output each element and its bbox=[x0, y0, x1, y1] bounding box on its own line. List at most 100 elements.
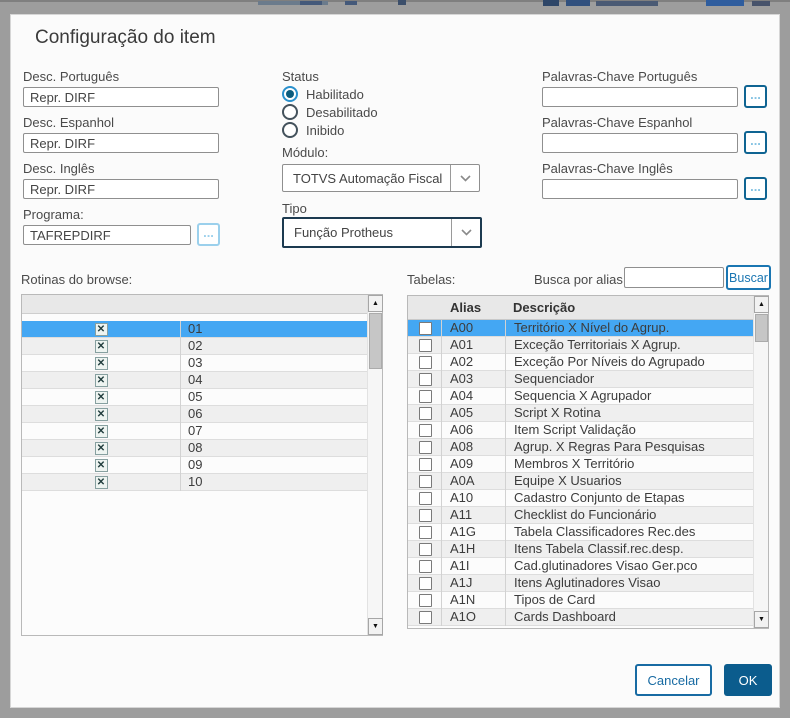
desc-portugues-input[interactable] bbox=[23, 87, 219, 107]
rotinas-grid-body: ✕ 01 ✕ 02 ✕ 03 ✕ 04 ✕ 05 ✕ 06 ✕ 07 ✕ 08 ✕ 09 ✕ 10 bbox=[22, 295, 367, 635]
table-row[interactable]: A11 Checklist do Funcionário bbox=[408, 506, 753, 524]
row-checkbox[interactable] bbox=[419, 423, 432, 437]
desc-espanhol-input[interactable] bbox=[23, 133, 219, 153]
row-checkbox[interactable] bbox=[419, 508, 432, 522]
row-checkbox[interactable] bbox=[419, 321, 432, 335]
rotina-row[interactable]: ✕ 06 bbox=[22, 405, 367, 423]
row-checkbox[interactable] bbox=[419, 372, 432, 386]
checked-x-icon[interactable]: ✕ bbox=[94, 339, 108, 353]
row-checkbox[interactable] bbox=[419, 355, 432, 369]
programa-input[interactable] bbox=[23, 225, 191, 245]
scroll-down-icon[interactable]: ▼ bbox=[754, 611, 769, 628]
config-item-dialog: Configuração do item Desc. Português Des… bbox=[10, 14, 780, 708]
radio-on-icon[interactable] bbox=[282, 86, 298, 102]
table-row[interactable]: A1J Itens Aglutinadores Visao bbox=[408, 574, 753, 592]
ok-button[interactable]: OK bbox=[724, 664, 772, 696]
tabelas-grid-body: Alias Descrição A00 Território X Nível do… bbox=[408, 296, 753, 628]
palavras-espanhol-input[interactable] bbox=[542, 133, 738, 153]
checked-x-icon[interactable]: ✕ bbox=[94, 424, 108, 438]
checked-x-icon-cell: ✕ bbox=[22, 356, 180, 370]
table-row[interactable]: A05 Script X Rotina bbox=[408, 404, 753, 422]
table-row[interactable]: A00 Território X Nível do Agrup. bbox=[408, 319, 753, 337]
row-checkbox[interactable] bbox=[419, 576, 432, 590]
palavras-portugues-browse-button[interactable]: ... bbox=[744, 85, 767, 108]
descricao-cell: Tabela Classificadores Rec.des bbox=[505, 523, 753, 541]
radio-off-icon[interactable] bbox=[282, 122, 298, 138]
palavras-ingles-browse-button[interactable]: ... bbox=[744, 177, 767, 200]
modulo-select[interactable]: TOTVS Automação Fiscal bbox=[282, 164, 480, 192]
radio-habilitado[interactable]: Habilitado bbox=[282, 86, 364, 102]
row-checkbox[interactable] bbox=[419, 474, 432, 488]
rotinas-scrollbar[interactable]: ▲ ▼ bbox=[367, 295, 383, 635]
rotina-cell: 06 bbox=[180, 405, 367, 423]
table-row[interactable]: A1I Cad.glutinadores Visao Ger.pco bbox=[408, 557, 753, 575]
table-row[interactable]: A01 Exceção Territoriais X Agrup. bbox=[408, 336, 753, 354]
radio-inibido[interactable]: Inibido bbox=[282, 122, 344, 138]
checked-x-icon[interactable]: ✕ bbox=[94, 441, 108, 455]
palavras-portugues-input[interactable] bbox=[542, 87, 738, 107]
checked-x-icon[interactable]: ✕ bbox=[94, 356, 108, 370]
rotina-row[interactable]: ✕ 05 bbox=[22, 388, 367, 406]
table-row[interactable]: A1O Cards Dashboard bbox=[408, 608, 753, 626]
table-row[interactable]: A04 Sequencia X Agrupador bbox=[408, 387, 753, 405]
app-background-fragment bbox=[706, 0, 744, 6]
row-checkbox[interactable] bbox=[419, 406, 432, 420]
row-checkbox[interactable] bbox=[419, 542, 432, 556]
rotina-row[interactable]: ✕ 02 bbox=[22, 337, 367, 355]
row-checkbox[interactable] bbox=[419, 593, 432, 607]
checked-x-icon[interactable]: ✕ bbox=[94, 322, 108, 336]
palavras-espanhol-browse-button[interactable]: ... bbox=[744, 131, 767, 154]
scroll-down-icon[interactable]: ▼ bbox=[368, 618, 383, 635]
busca-alias-input[interactable] bbox=[624, 267, 724, 288]
table-row[interactable]: A1H Itens Tabela Classif.rec.desp. bbox=[408, 540, 753, 558]
table-row[interactable]: A08 Agrup. X Regras Para Pesquisas bbox=[408, 438, 753, 456]
alias-cell: A1O bbox=[441, 608, 505, 626]
row-checkbox[interactable] bbox=[419, 491, 432, 505]
table-row[interactable]: A02 Exceção Por Níveis do Agrupado bbox=[408, 353, 753, 371]
checked-x-icon[interactable]: ✕ bbox=[94, 475, 108, 489]
checked-x-icon[interactable]: ✕ bbox=[94, 390, 108, 404]
table-row[interactable]: A1G Tabela Classificadores Rec.des bbox=[408, 523, 753, 541]
row-checkbox[interactable] bbox=[419, 525, 432, 539]
rotina-row[interactable]: ✕ 08 bbox=[22, 439, 367, 457]
rotina-cell: 02 bbox=[180, 337, 367, 355]
status-label: Status bbox=[282, 69, 319, 84]
row-checkbox[interactable] bbox=[419, 610, 432, 624]
dialog-title: Configuração do item bbox=[35, 27, 216, 48]
tabelas-scrollbar-thumb[interactable] bbox=[755, 314, 768, 342]
rotina-row[interactable]: ✕ 09 bbox=[22, 456, 367, 474]
cancel-button[interactable]: Cancelar bbox=[635, 664, 712, 696]
table-row[interactable]: A10 Cadastro Conjunto de Etapas bbox=[408, 489, 753, 507]
row-checkbox[interactable] bbox=[419, 389, 432, 403]
table-row[interactable]: A09 Membros X Território bbox=[408, 455, 753, 473]
table-row[interactable]: A03 Sequenciador bbox=[408, 370, 753, 388]
row-checkbox[interactable] bbox=[419, 338, 432, 352]
rotina-row[interactable]: ✕ 04 bbox=[22, 371, 367, 389]
rotina-row[interactable]: ✕ 01 bbox=[22, 320, 367, 338]
checked-x-icon[interactable]: ✕ bbox=[94, 407, 108, 421]
tabelas-scrollbar[interactable]: ▲ ▼ bbox=[753, 296, 769, 628]
table-row[interactable]: A1N Tipos de Card bbox=[408, 591, 753, 609]
rotinas-scrollbar-thumb[interactable] bbox=[369, 313, 382, 369]
rotina-row[interactable]: ✕ 07 bbox=[22, 422, 367, 440]
radio-off-icon[interactable] bbox=[282, 104, 298, 120]
descricao-cell: Sequenciador bbox=[505, 370, 753, 388]
programa-browse-button[interactable]: ... bbox=[197, 223, 220, 246]
buscar-button[interactable]: Buscar bbox=[726, 265, 771, 290]
desc-ingles-input[interactable] bbox=[23, 179, 219, 199]
checked-x-icon[interactable]: ✕ bbox=[94, 373, 108, 387]
palavras-ingles-input[interactable] bbox=[542, 179, 738, 199]
scroll-up-icon[interactable]: ▲ bbox=[368, 295, 383, 312]
tipo-select[interactable]: Função Protheus bbox=[282, 217, 482, 248]
row-checkbox[interactable] bbox=[419, 457, 432, 471]
checked-x-icon[interactable]: ✕ bbox=[94, 458, 108, 472]
row-checkbox[interactable] bbox=[419, 440, 432, 454]
scroll-up-icon[interactable]: ▲ bbox=[754, 296, 769, 313]
rotina-row[interactable]: ✕ 10 bbox=[22, 473, 367, 491]
radio-desabilitado[interactable]: Desabilitado bbox=[282, 104, 378, 120]
table-row[interactable]: A06 Item Script Validação bbox=[408, 421, 753, 439]
table-row[interactable]: A0A Equipe X Usuarios bbox=[408, 472, 753, 490]
row-checkbox[interactable] bbox=[419, 559, 432, 573]
rotina-row[interactable]: ✕ 03 bbox=[22, 354, 367, 372]
alias-cell: A01 bbox=[441, 336, 505, 354]
